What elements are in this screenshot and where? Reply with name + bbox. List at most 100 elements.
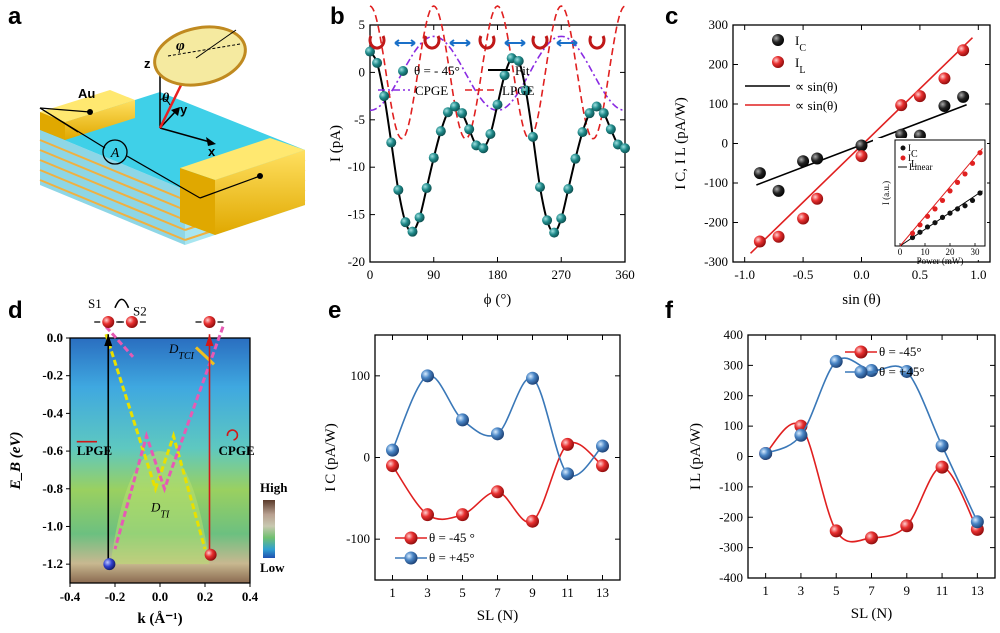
- chart-d-ytick-label: -0.8: [42, 481, 63, 496]
- chart-b-xtick-label: 0: [367, 267, 374, 282]
- chart-d-ytick-label: -0.4: [42, 405, 63, 420]
- chart-b-data-point: [428, 152, 439, 163]
- chart-d-s1-s2-curve-arrow: [114, 298, 130, 309]
- chart-e-series-0-point: [526, 514, 539, 528]
- chart-e-legend-marker-0: [404, 531, 418, 545]
- chart-b-data-point: [400, 217, 411, 228]
- chart-c-inset-il-point: [924, 213, 931, 219]
- chart-f-legend-marker-1: [854, 365, 868, 379]
- chart-e-series-1-point: [561, 467, 574, 481]
- chart-b-data-point: [520, 85, 531, 96]
- chart-c-inset-il-point: [947, 188, 953, 194]
- chart-c-ic-point: [938, 99, 951, 112]
- chart-f-ytick-label: -100: [719, 479, 743, 494]
- chart-b-data-point: [535, 182, 545, 193]
- circular-polarization-icon: [531, 35, 549, 50]
- chart-d-xtick-label: 0.4: [242, 589, 259, 604]
- chart-c-legend-fit2: ∝ sin(θ): [795, 98, 838, 113]
- chart-c-inset-il-fit: [899, 148, 983, 247]
- circular-polarization-icon: [423, 35, 441, 50]
- svg-text:z: z: [144, 56, 151, 71]
- chart-c-legend-il: IL: [795, 55, 805, 76]
- device-schematic: A Au z y x θ φ: [39, 25, 306, 245]
- chart-f-ytick-label: 0: [737, 449, 744, 464]
- chart-c-ytick-label: 100: [709, 96, 729, 111]
- chart-f-xlabel: SL (N): [851, 606, 893, 622]
- chart-c-xtick-label: 1.0: [970, 267, 986, 282]
- chart-c-ytick-label: 0: [722, 136, 729, 151]
- chart-b-data-point: [527, 131, 538, 142]
- chart-c-inset-ic-point: [969, 197, 976, 204]
- chart-f-legend-marker-0: [854, 345, 868, 359]
- chart-c-ylabel: I C, I L (pA/W): [673, 97, 689, 190]
- chart-c-ytick-label: 300: [709, 17, 729, 32]
- chart-f-series-1-point: [970, 515, 984, 529]
- chart-d-xtick-label: 0.0: [152, 589, 168, 604]
- chart-c-ic-point: [957, 90, 970, 103]
- chart-c-inset-il-point: [954, 179, 961, 185]
- panel-letter-e: e: [328, 297, 341, 324]
- chart-c-inset-il-point: [909, 230, 916, 236]
- chart-d-cpge-icon: [226, 429, 239, 441]
- chart-c-inset-il-point: [962, 171, 968, 177]
- chart-b-data-point: [620, 143, 630, 154]
- au-label: Au: [78, 86, 95, 101]
- chart-b: 0 90 180 270 360 5 0 -5 -10 -15 -20 ϕ (°) I (pA) θ = …: [328, 5, 635, 308]
- chart-c-inset-il-point: [939, 197, 946, 204]
- chart-c-il-point: [895, 99, 908, 112]
- chart-b-data-point: [372, 57, 383, 68]
- linear-polarization-icon: [449, 39, 471, 47]
- chart-b-xtick-label: 90: [427, 267, 440, 282]
- chart-e-ytick-label: -100: [346, 531, 370, 546]
- chart-c-inset-legend-marker-il: [900, 155, 906, 161]
- chart-c-il-point: [855, 150, 868, 163]
- chart-f-ylabel: I L (pA/W): [688, 423, 704, 490]
- chart-f-series-1-point: [935, 439, 949, 453]
- ammeter-icon: [102, 139, 128, 165]
- chart-c-inset-il-point: [969, 160, 976, 166]
- chart-e-series-1-point: [456, 413, 469, 427]
- circular-polarization-icon: [588, 35, 606, 50]
- chart-f-series-0-point: [865, 531, 878, 545]
- chart-b-ytick-label: 0: [359, 64, 366, 79]
- chart-b-data-point: [464, 124, 475, 135]
- chart-c-xtick-label: -0.5: [793, 267, 814, 282]
- chart-c-inset-ylabel: I (a.u.): [881, 181, 891, 205]
- chart-e-xtick-label: 13: [596, 585, 609, 600]
- chart-c-xtick-label: -1.0: [734, 267, 755, 282]
- svg-text:x: x: [208, 144, 216, 159]
- layer-stack-front: [39, 130, 186, 245]
- chart-f-series-0-point: [935, 460, 949, 474]
- chart-b-data-point: [492, 99, 503, 110]
- chart-c-il-point: [957, 44, 970, 57]
- chart-c-inset-xlabel: Power (mW): [917, 256, 964, 266]
- chart-d-colorbar-high: High: [260, 480, 288, 495]
- chart-b-legend-cpge: CPGE: [415, 83, 448, 98]
- chart-e-xtick-label: 11: [561, 585, 574, 600]
- chart-c-inset-xtick-label: 30: [971, 247, 981, 257]
- chart-b-data-point: [407, 226, 418, 237]
- chart-f-xtick-label: 13: [971, 583, 984, 598]
- chart-e-ylabel: I C (pA/W): [323, 423, 339, 491]
- chart-f-series-0-point: [900, 519, 914, 533]
- chart-c-inset-il-point: [932, 206, 938, 212]
- chart-d-ytick-label: -1.2: [42, 556, 63, 571]
- chart-c-inset-il-point: [977, 150, 983, 156]
- chart-e-series-1-point: [596, 439, 609, 453]
- chart-f-ytick-label: 300: [724, 357, 744, 372]
- chart-e-xtick-label: 7: [494, 585, 501, 600]
- chart-b-ytick-label: 5: [359, 17, 366, 32]
- chart-b-data-point: [570, 153, 581, 164]
- chart-d-ball-s1: [102, 315, 115, 328]
- au-pad-left: [40, 90, 135, 140]
- chart-c-ytick-label: -200: [704, 215, 728, 230]
- chart-d-dtci-marker: [194, 346, 216, 366]
- chart-f-xtick-label: 1: [762, 583, 769, 598]
- chart-e-ytick-label: 0: [364, 450, 371, 465]
- chart-c-ic-point: [811, 152, 824, 165]
- chart-e-series-0-point: [596, 459, 609, 473]
- chart-d-xtick-label: -0.4: [60, 589, 81, 604]
- chart-e-xtick-label: 5: [459, 585, 466, 600]
- chart-b-fit-line: [369, 50, 626, 234]
